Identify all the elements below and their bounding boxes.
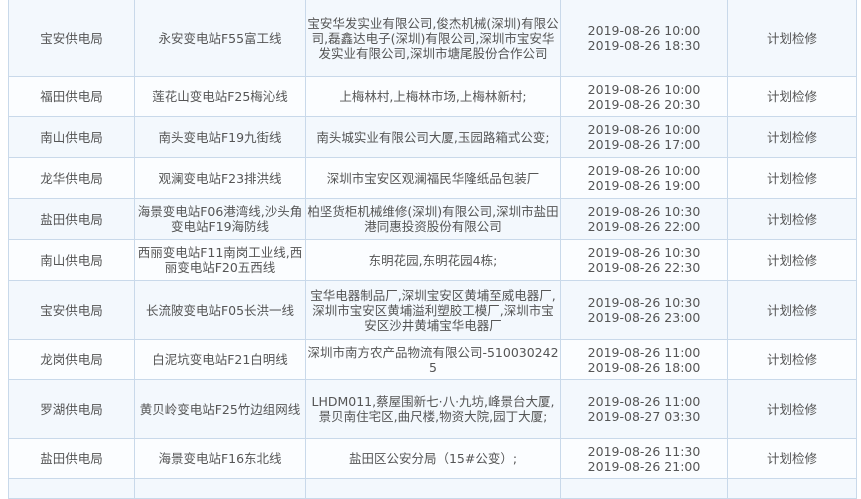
table-row: 罗湖供电局 黄贝岭变电站F25竹边组网线 LHDM011,蔡屋围新七·八·九坊,…	[8, 379, 857, 439]
table-row	[8, 478, 857, 499]
table-row: 南山供电局 西丽变电站F11南岗工业线,西丽变电站F20五西线 东明花园,东明花…	[8, 239, 857, 281]
area-cell: 柏坚货柜机械维修(深圳)有限公司,深圳市盐田港同惠投资股份有限公司	[305, 198, 561, 240]
line-cell: 南头变电站F19九街线	[134, 116, 306, 158]
empty-cell	[8, 478, 135, 499]
start-time: 2019-08-26 10:00	[587, 122, 701, 137]
start-time: 2019-08-26 10:30	[587, 204, 701, 219]
end-time: 2019-08-26 23:00	[587, 310, 701, 325]
empty-cell	[560, 478, 728, 499]
empty-cell	[134, 478, 306, 499]
end-time: 2019-08-26 17:00	[587, 137, 701, 152]
end-time: 2019-08-26 22:00	[587, 219, 701, 234]
type-cell: 计划检修	[727, 76, 857, 117]
end-time: 2019-08-27 03:30	[587, 409, 701, 424]
area-cell: 宝安华发实业有限公司,俊杰机械(深圳)有限公司,磊鑫达电子(深圳)有限公司,深圳…	[305, 0, 561, 77]
start-time: 2019-08-26 10:00	[587, 23, 701, 38]
table-row: 龙华供电局 观澜变电站F23排洪线 深圳市宝安区观澜福民华隆纸品包装厂 2019…	[8, 157, 857, 199]
area-cell: 东明花园,东明花园4栋;	[305, 239, 561, 281]
time-cell: 2019-08-26 11:00 2019-08-27 03:30	[560, 379, 728, 439]
line-cell: 观澜变电站F23排洪线	[134, 157, 306, 199]
table-row: 盐田供电局 海景变电站F06港湾线,沙头角变电站F19海防线 柏坚货柜机械维修(…	[8, 198, 857, 240]
table-row: 盐田供电局 海景变电站F16东北线 盐田区公安分局（15#公变）; 2019-0…	[8, 438, 857, 479]
time-cell: 2019-08-26 10:00 2019-08-26 20:30	[560, 76, 728, 117]
bureau-cell: 龙岗供电局	[8, 339, 135, 380]
line-cell: 永安变电站F55富工线	[134, 0, 306, 77]
type-cell: 计划检修	[727, 239, 857, 281]
line-cell: 长流陂变电站F05长洪一线	[134, 280, 306, 340]
time-cell: 2019-08-26 11:00 2019-08-26 18:00	[560, 339, 728, 380]
bureau-cell: 宝安供电局	[8, 0, 135, 77]
type-cell: 计划检修	[727, 198, 857, 240]
table-row: 宝安供电局 永安变电站F55富工线 宝安华发实业有限公司,俊杰机械(深圳)有限公…	[8, 0, 857, 77]
bureau-cell: 福田供电局	[8, 76, 135, 117]
type-cell: 计划检修	[727, 157, 857, 199]
start-time: 2019-08-26 10:00	[587, 81, 701, 97]
type-cell: 计划检修	[727, 280, 857, 340]
end-time: 2019-08-26 22:30	[587, 260, 701, 275]
empty-cell	[727, 478, 857, 499]
table-row: 龙岗供电局 白泥坑变电站F21白明线 深圳市南方农产品物流有限公司-510030…	[8, 339, 857, 380]
area-cell: LHDM011,蔡屋围新七·八·九坊,峰景台大厦,景贝南住宅区,曲尺楼,物资大院…	[305, 379, 561, 439]
type-cell: 计划检修	[727, 0, 857, 77]
time-cell: 2019-08-26 10:30 2019-08-26 22:30	[560, 239, 728, 281]
time-cell: 2019-08-26 10:00 2019-08-26 18:30	[560, 0, 728, 77]
table-row: 宝安供电局 长流陂变电站F05长洪一线 宝华电器制品厂,深圳宝安区黄埔至威电器厂…	[8, 280, 857, 340]
area-cell: 上梅林村,上梅林市场,上梅林新村;	[305, 76, 561, 117]
end-time: 2019-08-26 18:30	[587, 38, 701, 53]
start-time: 2019-08-26 10:30	[587, 245, 701, 260]
area-cell: 深圳市南方农产品物流有限公司-5100302425	[305, 339, 561, 380]
line-cell: 西丽变电站F11南岗工业线,西丽变电站F20五西线	[134, 239, 306, 281]
start-time: 2019-08-26 11:30	[587, 443, 701, 459]
bureau-cell: 南山供电局	[8, 239, 135, 281]
time-cell: 2019-08-26 10:00 2019-08-26 19:00	[560, 157, 728, 199]
bureau-cell: 盐田供电局	[8, 438, 135, 479]
start-time: 2019-08-26 10:00	[587, 163, 701, 178]
empty-cell	[305, 478, 561, 499]
type-cell: 计划检修	[727, 116, 857, 158]
area-cell: 宝华电器制品厂,深圳宝安区黄埔至威电器厂,深圳市宝安区黄埔溢利塑胶工模厂,深圳市…	[305, 280, 561, 340]
line-cell: 莲花山变电站F25梅沁线	[134, 76, 306, 117]
line-cell: 黄贝岭变电站F25竹边组网线	[134, 379, 306, 439]
time-cell: 2019-08-26 10:30 2019-08-26 22:00	[560, 198, 728, 240]
table-row: 福田供电局 莲花山变电站F25梅沁线 上梅林村,上梅林市场,上梅林新村; 201…	[8, 76, 857, 117]
bureau-cell: 罗湖供电局	[8, 379, 135, 439]
end-time: 2019-08-26 19:00	[587, 178, 701, 193]
table-row: 南山供电局 南头变电站F19九街线 南头城实业有限公司大厦,玉园路箱式公变; 2…	[8, 116, 857, 158]
end-time: 2019-08-26 20:30	[587, 96, 701, 112]
start-time: 2019-08-26 10:30	[587, 295, 701, 310]
line-cell: 海景变电站F16东北线	[134, 438, 306, 479]
bureau-cell: 宝安供电局	[8, 280, 135, 340]
type-cell: 计划检修	[727, 438, 857, 479]
area-cell: 南头城实业有限公司大厦,玉园路箱式公变;	[305, 116, 561, 158]
time-cell: 2019-08-26 11:30 2019-08-26 21:00	[560, 438, 728, 479]
time-cell: 2019-08-26 10:30 2019-08-26 23:00	[560, 280, 728, 340]
start-time: 2019-08-26 11:00	[587, 394, 701, 409]
line-cell: 海景变电站F06港湾线,沙头角变电站F19海防线	[134, 198, 306, 240]
line-cell: 白泥坑变电站F21白明线	[134, 339, 306, 380]
area-cell: 深圳市宝安区观澜福民华隆纸品包装厂	[305, 157, 561, 199]
bureau-cell: 龙华供电局	[8, 157, 135, 199]
outage-table: 宝安供电局 永安变电站F55富工线 宝安华发实业有限公司,俊杰机械(深圳)有限公…	[8, 0, 857, 499]
type-cell: 计划检修	[727, 379, 857, 439]
type-cell: 计划检修	[727, 339, 857, 380]
bureau-cell: 盐田供电局	[8, 198, 135, 240]
end-time: 2019-08-26 18:00	[587, 359, 701, 375]
area-cell: 盐田区公安分局（15#公变）;	[305, 438, 561, 479]
bureau-cell: 南山供电局	[8, 116, 135, 158]
start-time: 2019-08-26 11:00	[587, 344, 701, 360]
time-cell: 2019-08-26 10:00 2019-08-26 17:00	[560, 116, 728, 158]
end-time: 2019-08-26 21:00	[587, 458, 701, 474]
